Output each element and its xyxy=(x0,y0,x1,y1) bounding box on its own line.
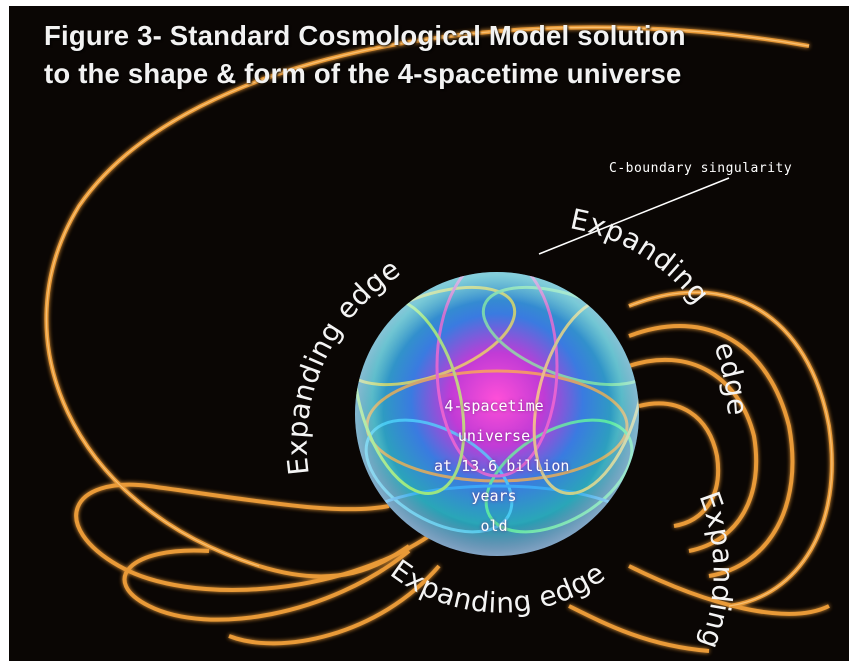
shell-curve-2 xyxy=(74,482,431,592)
sphere-caption-line-4: years xyxy=(471,487,517,505)
figure-title-line-1: Figure 3- Standard Cosmological Model so… xyxy=(44,20,686,51)
sphere-caption-line-3: at 13.6 billion xyxy=(434,457,570,475)
singularity-label: C-boundary singularity xyxy=(609,161,793,176)
figure-title-line-2: to the shape & form of the 4-spacetime u… xyxy=(44,58,682,89)
edge-label-upper-right: Expanding xyxy=(567,202,716,310)
shell-curve-10 xyxy=(568,604,710,653)
shell-curve-4 xyxy=(228,564,441,646)
singularity-pointer-line xyxy=(538,177,730,255)
shell-curve-8 xyxy=(628,357,759,553)
edge-label-lower-right: Expanding xyxy=(693,487,740,653)
cosmology-figure: Expanding edge Expanding edge Expanding … xyxy=(9,6,849,661)
sphere-caption: 4-spacetime universe at 13.6 billion yea… xyxy=(434,391,570,541)
shell-curve-7 xyxy=(628,324,795,578)
sphere-caption-line-1: 4-spacetime xyxy=(444,397,544,415)
shell-curve-9 xyxy=(638,401,721,528)
figure-artwork: Expanding edge Expanding edge Expanding … xyxy=(44,25,834,654)
universe-sphere xyxy=(355,272,639,556)
shell-curve-5 xyxy=(628,564,830,616)
shell-curve-3 xyxy=(122,548,411,622)
sphere-caption-line-5: old xyxy=(480,517,508,535)
sphere-caption-line-2: universe xyxy=(457,427,531,445)
